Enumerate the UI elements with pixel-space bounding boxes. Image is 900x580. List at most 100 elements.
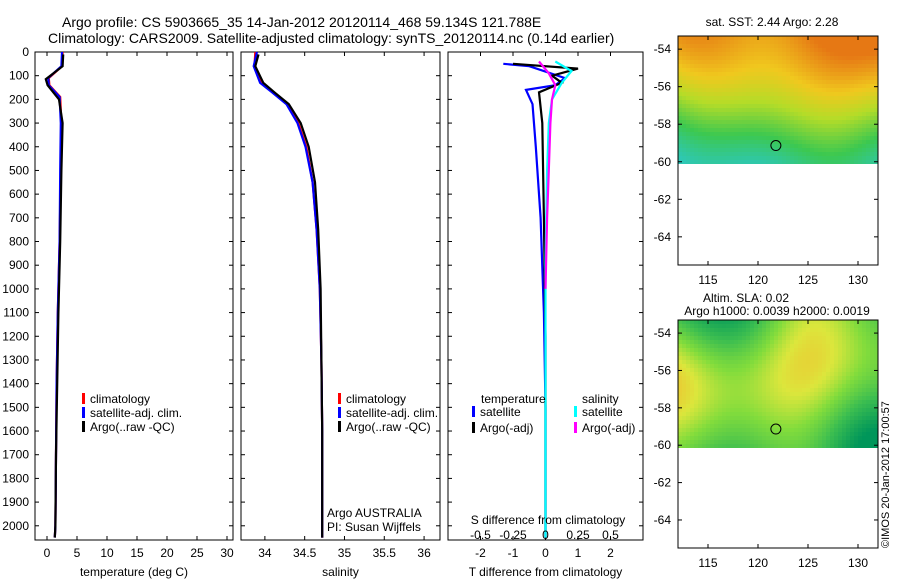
sla-cell xyxy=(846,408,850,412)
sla-cell xyxy=(794,388,798,392)
sla-cell xyxy=(822,412,826,416)
sla-cell xyxy=(694,336,698,340)
sla-cell xyxy=(862,364,866,368)
sst-cell xyxy=(682,100,686,104)
sst-cell xyxy=(762,100,766,104)
sla-cell xyxy=(794,324,798,328)
sla-cell xyxy=(722,348,726,352)
sla-cell xyxy=(702,344,706,348)
y-tick-label: 1900 xyxy=(2,495,29,509)
sst-cell xyxy=(818,92,822,96)
sst-cell xyxy=(694,152,698,156)
sst-cell xyxy=(714,152,718,156)
sst-cell xyxy=(762,48,766,52)
sla-cell xyxy=(690,376,694,380)
sla-cell xyxy=(686,364,690,368)
sst-cell xyxy=(714,116,718,120)
sla-cell xyxy=(838,324,842,328)
sst-cell xyxy=(762,132,766,136)
sla-cell xyxy=(830,436,834,440)
sst-cell xyxy=(762,64,766,68)
sla-cell xyxy=(834,332,838,336)
sst-cell xyxy=(738,132,742,136)
sst-cell xyxy=(786,108,790,112)
sla-cell xyxy=(834,412,838,416)
sst-cell xyxy=(734,112,738,116)
sst-cell xyxy=(718,92,722,96)
sst-cell xyxy=(766,40,770,44)
sst-cell xyxy=(766,132,770,136)
sst-cell xyxy=(758,52,762,56)
sla-cell xyxy=(678,336,682,340)
sla-cell xyxy=(778,396,782,400)
sla-cell xyxy=(826,400,830,404)
sla-cell xyxy=(802,320,806,324)
sst-cell xyxy=(726,152,730,156)
sla-cell xyxy=(786,376,790,380)
sst-cell xyxy=(678,48,682,52)
sla-cell xyxy=(698,328,702,332)
sst-cell xyxy=(806,112,810,116)
sst-cell xyxy=(698,136,702,140)
sst-cell xyxy=(762,84,766,88)
x-tick-label: 35 xyxy=(338,546,352,560)
sst-cell xyxy=(790,76,794,80)
sla-cell xyxy=(846,380,850,384)
sla-cell xyxy=(854,436,858,440)
legend-label: Argo(-adj) xyxy=(480,421,533,435)
sst-cell xyxy=(766,92,770,96)
sst-cell xyxy=(686,56,690,60)
sla-cell xyxy=(702,400,706,404)
sla-cell xyxy=(782,352,786,356)
sst-cell xyxy=(854,52,858,56)
sla-cell xyxy=(706,432,710,436)
sla-cell xyxy=(770,392,774,396)
sst-cell xyxy=(782,120,786,124)
sst-cell xyxy=(742,48,746,52)
sst-cell xyxy=(814,44,818,48)
sla-cell xyxy=(690,404,694,408)
sla-cell xyxy=(814,436,818,440)
sst-cell xyxy=(838,152,842,156)
sla-cell xyxy=(754,356,758,360)
sla-cell xyxy=(758,444,762,448)
map-frame xyxy=(677,319,879,549)
sst-cell xyxy=(854,116,858,120)
sst-cell xyxy=(870,116,874,120)
sst-cell xyxy=(702,120,706,124)
sla-cell xyxy=(858,420,862,424)
series-line-satellite-adj-clim- xyxy=(252,51,324,538)
sst-cell xyxy=(722,44,726,48)
sla-cell xyxy=(802,396,806,400)
sst-cell xyxy=(678,76,682,80)
sla-cell xyxy=(702,436,706,440)
sst-cell xyxy=(798,96,802,100)
sla-cell xyxy=(718,396,722,400)
sla-cell xyxy=(814,340,818,344)
sst-cell xyxy=(722,48,726,52)
sst-cell xyxy=(758,48,762,52)
sst-cell xyxy=(806,152,810,156)
sst-cell xyxy=(790,96,794,100)
sst-cell xyxy=(738,68,742,72)
sla-cell xyxy=(766,340,770,344)
sla-cell xyxy=(766,376,770,380)
sst-cell xyxy=(818,64,822,68)
sst-cell xyxy=(678,124,682,128)
sst-cell xyxy=(742,128,746,132)
sla-cell xyxy=(850,356,854,360)
sla-cell xyxy=(698,364,702,368)
sla-cell xyxy=(730,336,734,340)
sla-cell xyxy=(714,356,718,360)
sst-cell xyxy=(750,68,754,72)
sst-cell xyxy=(802,136,806,140)
sst-cell xyxy=(826,52,830,56)
sla-cell xyxy=(786,332,790,336)
sst-cell xyxy=(814,148,818,152)
sst-cell xyxy=(766,116,770,120)
sla-cell xyxy=(818,428,822,432)
sla-cell xyxy=(690,320,694,324)
sst-cell xyxy=(854,40,858,44)
sla-cell xyxy=(718,364,722,368)
sla-cell xyxy=(782,400,786,404)
